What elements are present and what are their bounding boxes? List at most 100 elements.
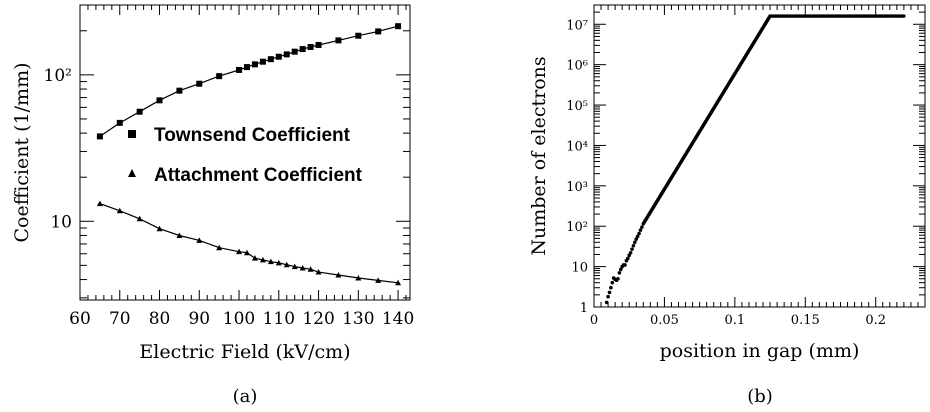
data-point-attachment — [116, 207, 123, 214]
x-tick-label: 120 — [302, 309, 334, 329]
y-tick-label: 1 — [580, 301, 588, 316]
data-point — [628, 250, 633, 255]
data-point-attachment — [275, 259, 282, 266]
chart-b-frame — [593, 4, 926, 308]
data-point-attachment — [291, 263, 298, 270]
y-tick-label: 10³ — [566, 180, 588, 195]
data-point-townsend — [307, 43, 314, 50]
data-point-townsend — [355, 32, 362, 39]
x-tick-label: 0.2 — [865, 313, 886, 328]
x-tick-label: 90 — [188, 309, 210, 329]
y-tick-label: 10⁷ — [566, 18, 588, 33]
data-point-attachment — [259, 256, 266, 263]
data-point — [618, 267, 623, 272]
y-tick-label: 10² — [44, 66, 72, 86]
x-tick-label: 80 — [149, 309, 171, 329]
data-point-attachment — [176, 232, 183, 238]
data-point — [630, 247, 634, 251]
data-point-townsend — [236, 66, 243, 73]
data-point-townsend — [176, 87, 183, 94]
data-point-attachment — [96, 200, 103, 207]
y-tick-label: 10 — [50, 212, 72, 232]
data-point-attachment — [251, 255, 258, 261]
chart-a: 60 70 80 90 100 110 120 130 140 10 10² Townsend Co… — [11, 4, 414, 407]
x-tick-label: 0 — [590, 313, 598, 328]
y-tick-label: 10 — [571, 261, 588, 276]
data-point — [616, 276, 620, 281]
chart-b-x-axis-title: position in gap (mm) — [660, 340, 860, 362]
data-point-attachment — [216, 244, 223, 251]
data-point-townsend — [196, 80, 203, 87]
data-point — [626, 256, 630, 261]
chart-b-points — [604, 14, 906, 305]
data-point-attachment — [315, 269, 322, 275]
data-point-townsend — [275, 53, 282, 60]
data-point-attachment — [136, 215, 143, 222]
series-line — [99, 25, 399, 137]
data-point-attachment — [335, 271, 342, 278]
data-point-attachment — [236, 248, 243, 255]
data-point-attachment — [267, 258, 274, 265]
data-point — [633, 240, 637, 245]
x-tick-label: 0.15 — [791, 313, 820, 328]
chart-b: 0 0.05 0.1 0.15 0.2 1 10 10² 10³ 10⁴ 10⁵ 10⁶ 10⁷ pos… — [528, 4, 926, 407]
y-tick-label: 10² — [566, 220, 588, 235]
data-point-attachment — [395, 279, 402, 286]
y-tick-label: 10⁵ — [566, 99, 588, 114]
chart-b-ticks: 0 0.05 0.1 0.15 0.2 1 10 10² 10³ 10⁴ 10⁵ 10⁶ 10⁷ — [566, 4, 925, 328]
x-tick-label: 70 — [109, 309, 131, 329]
chart-a-legend: Townsend Coefficient Attachment Coeffici… — [128, 125, 363, 186]
data-point — [640, 225, 644, 229]
data-point-townsend — [267, 56, 274, 63]
data-point-townsend — [299, 46, 306, 53]
x-tick-label: 0.1 — [725, 313, 746, 328]
chart-a-y-axis-title: Coefficient (1/mm) — [11, 62, 33, 242]
data-point-attachment — [355, 274, 362, 281]
data-point-attachment — [307, 266, 314, 272]
data-point — [617, 271, 622, 275]
chart-a-lines — [99, 25, 399, 284]
data-point — [606, 294, 610, 299]
data-point-townsend — [315, 41, 322, 48]
data-point — [623, 263, 627, 267]
x-tick-label: 0.05 — [650, 313, 679, 328]
data-point — [607, 290, 612, 295]
data-point — [610, 280, 615, 285]
legend-townsend-label: Townsend Coefficient — [154, 125, 351, 146]
chart-a-markers — [96, 23, 402, 286]
x-tick-label: 60 — [69, 309, 91, 329]
x-tick-label: 130 — [342, 309, 374, 329]
data-point-attachment — [283, 261, 290, 268]
data-point-townsend — [136, 108, 143, 115]
data-point — [902, 14, 906, 18]
chart-a-ticks: 60 70 80 90 100 110 120 130 140 10 10² — [44, 4, 414, 329]
data-point-townsend — [116, 119, 123, 126]
data-point-attachment — [196, 237, 203, 243]
data-point-townsend — [251, 61, 258, 68]
data-point-townsend — [395, 23, 402, 30]
data-point-attachment — [375, 277, 382, 283]
data-point-townsend — [375, 28, 382, 35]
data-point-attachment — [299, 264, 306, 271]
x-tick-label: 100 — [223, 309, 255, 329]
data-point-townsend — [335, 37, 342, 44]
legend-townsend-marker — [128, 130, 136, 138]
data-point — [637, 231, 641, 236]
data-point — [635, 234, 640, 239]
data-point-townsend — [156, 97, 163, 104]
data-point-attachment — [156, 225, 163, 232]
data-point — [638, 228, 643, 232]
legend-attachment-label: Attachment Coefficient — [154, 165, 363, 186]
x-tick-label: 140 — [382, 309, 414, 329]
data-point-townsend — [96, 133, 103, 140]
chart-a-frame — [79, 4, 411, 301]
data-point-attachment — [243, 249, 250, 256]
x-tick-label: 110 — [263, 309, 295, 329]
chart-a-x-axis-title: Electric Field (kV/cm) — [139, 341, 350, 363]
data-point-townsend — [291, 48, 298, 55]
data-point — [604, 300, 609, 305]
chart-b-caption: (b) — [747, 386, 773, 407]
y-tick-label: 10⁶ — [566, 59, 588, 74]
